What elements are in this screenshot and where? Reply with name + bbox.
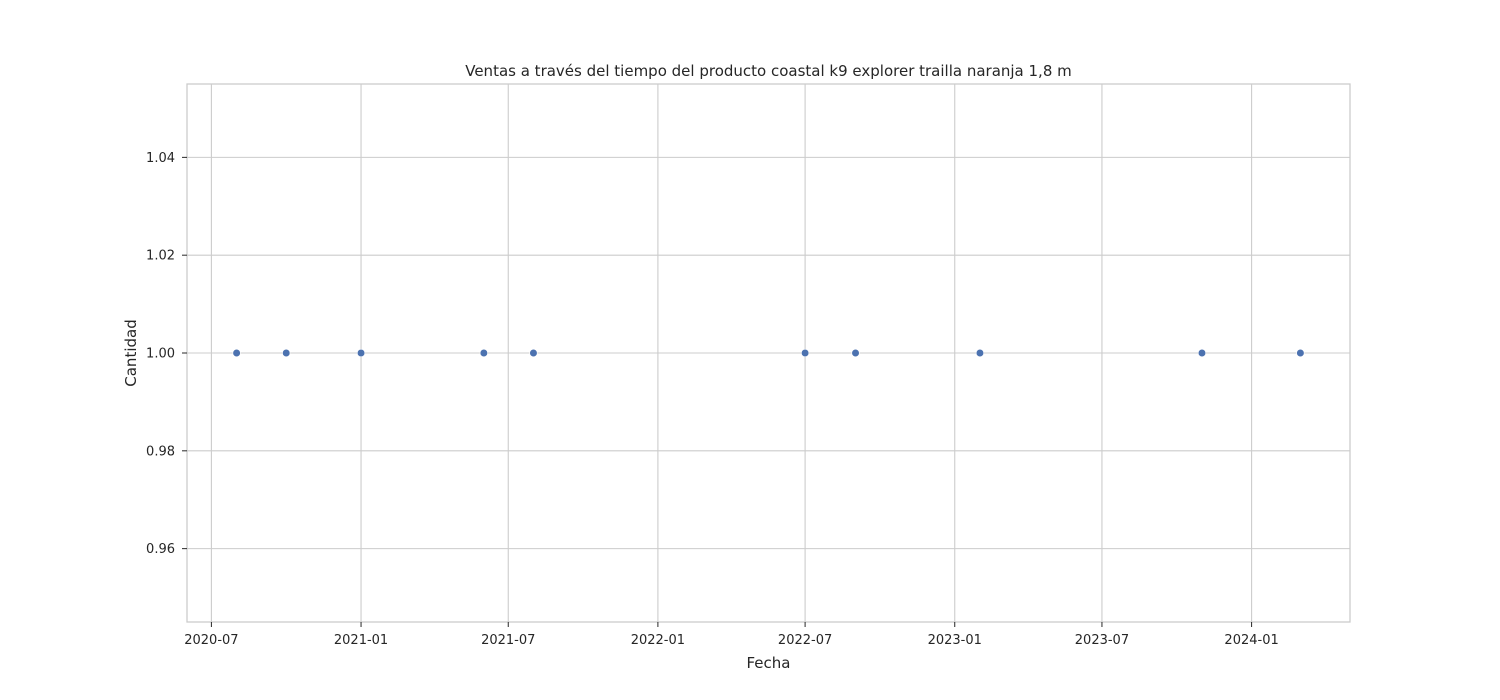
- y-tick-label: 1.02: [146, 249, 175, 264]
- y-tick-label: 1.04: [146, 151, 175, 166]
- x-tick-label: 2020-07: [184, 633, 238, 648]
- x-tick-label: 2023-07: [1075, 633, 1129, 648]
- x-tick-label: 2021-01: [334, 633, 388, 648]
- y-axis-label: Cantidad: [122, 319, 140, 386]
- data-point: [529, 348, 538, 358]
- data-point: [1296, 348, 1305, 358]
- data-point: [1197, 348, 1207, 358]
- data-point: [232, 348, 241, 358]
- y-tick-label: 0.96: [146, 542, 175, 557]
- data-point: [356, 348, 366, 358]
- data-point: [800, 348, 810, 358]
- x-tick-label: 2022-07: [778, 633, 832, 648]
- x-tick-label: 2022-01: [631, 633, 685, 648]
- chart-title: Ventas a través del tiempo del producto …: [465, 62, 1072, 80]
- y-tick-label: 0.98: [146, 444, 175, 459]
- x-axis-label: Fecha: [747, 654, 791, 672]
- axis-ticks: 2020-07 2021-01 2021-07 2022-01 2022-07 2023-…: [146, 151, 1279, 648]
- data-point: [975, 348, 985, 358]
- data-points: [232, 348, 1305, 358]
- data-point: [851, 348, 860, 358]
- data-point: [282, 348, 291, 358]
- x-tick-label: 2023-01: [928, 633, 982, 648]
- y-tick-label: 1.00: [146, 347, 175, 362]
- data-point: [479, 348, 488, 358]
- x-tick-label: 2024-01: [1224, 633, 1278, 648]
- x-tick-label: 2021-07: [481, 633, 535, 648]
